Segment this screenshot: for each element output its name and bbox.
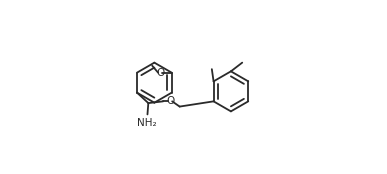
- Text: NH₂: NH₂: [137, 118, 156, 128]
- Text: O: O: [166, 96, 174, 106]
- Text: O: O: [157, 68, 165, 78]
